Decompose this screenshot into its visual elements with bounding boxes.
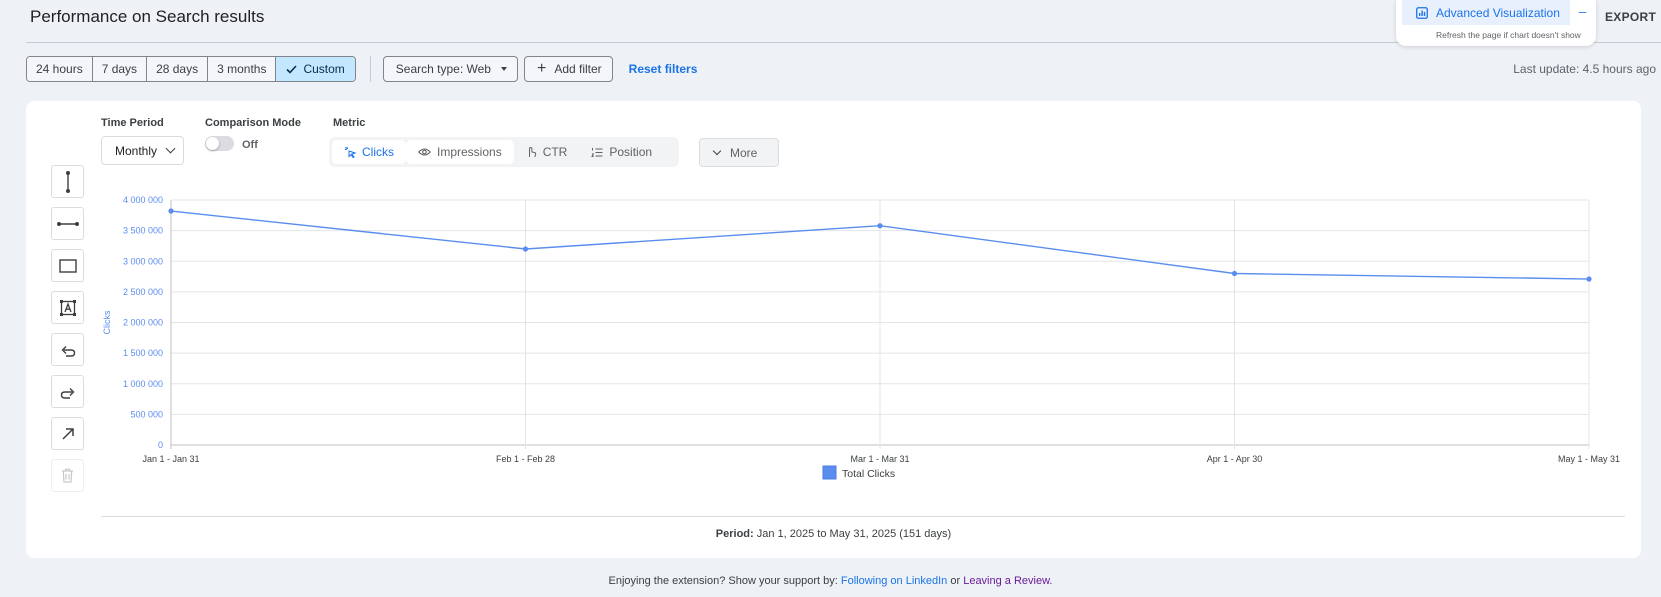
minimize-button[interactable]: – bbox=[1579, 4, 1587, 19]
range-custom[interactable]: Custom bbox=[276, 57, 355, 81]
plus-icon: + bbox=[536, 60, 547, 77]
metric-clicks[interactable]: Clicks bbox=[332, 140, 406, 164]
metric-position[interactable]: Position bbox=[579, 140, 664, 164]
legend-label: Total Clicks bbox=[842, 468, 895, 480]
y-tick-label: 1 000 000 bbox=[123, 379, 163, 389]
x-tick-label: May 1 - May 31 bbox=[1558, 454, 1620, 464]
filter-separator bbox=[369, 56, 371, 82]
horizontal-line-tool[interactable] bbox=[51, 207, 84, 240]
more-button[interactable]: More bbox=[699, 138, 779, 167]
y-tick-label: 2 500 000 bbox=[123, 287, 163, 297]
x-tick-label: Mar 1 - Mar 31 bbox=[850, 454, 909, 464]
refresh-note: Refresh the page if chart doesn't show bbox=[1436, 30, 1581, 40]
click-icon bbox=[344, 146, 356, 158]
footer-or: or bbox=[950, 575, 961, 587]
chart-icon bbox=[1416, 6, 1428, 19]
period-label: Period: bbox=[715, 528, 754, 540]
add-filter-label: Add filter bbox=[554, 62, 602, 76]
comparison-mode-label: Comparison Mode bbox=[205, 117, 301, 129]
linkedin-link[interactable]: Following on LinkedIn bbox=[840, 575, 948, 587]
advanced-visualization-button[interactable]: Advanced Visualization bbox=[1402, 0, 1570, 25]
range-3-months[interactable]: 3 months bbox=[208, 57, 277, 81]
horizontal-line-icon bbox=[56, 221, 79, 226]
footer-text: Enjoying the extension? Show your suppor… bbox=[608, 575, 838, 587]
data-point bbox=[1231, 270, 1238, 277]
last-update-text: Last update: 4.5 hours ago bbox=[1513, 62, 1656, 76]
footer-support: Enjoying the extension? Show your suppor… bbox=[0, 575, 1661, 587]
card-divider bbox=[101, 516, 1625, 517]
data-point bbox=[168, 208, 174, 214]
advanced-visualization-label: Advanced Visualization bbox=[1436, 5, 1560, 20]
undo-icon bbox=[61, 345, 75, 357]
data-point bbox=[1586, 276, 1592, 282]
pointer-icon bbox=[528, 146, 536, 158]
metric-ctr[interactable]: CTR bbox=[514, 140, 580, 164]
metric-label: Metric bbox=[333, 117, 366, 129]
metric-impressions-label: Impressions bbox=[437, 145, 502, 159]
export-button[interactable]: EXPORT bbox=[1605, 10, 1657, 24]
trash-icon bbox=[62, 468, 73, 483]
caret-down-icon bbox=[500, 67, 507, 71]
search-type-dropdown[interactable]: Search type: Web bbox=[382, 56, 518, 82]
undo-tool[interactable] bbox=[51, 333, 84, 366]
comparison-toggle[interactable] bbox=[205, 136, 234, 151]
check-icon bbox=[286, 64, 298, 74]
vertical-line-icon bbox=[65, 170, 70, 193]
period-summary: Period: Jan 1, 2025 to May 31, 2025 (151… bbox=[26, 528, 1641, 540]
eye-icon bbox=[418, 148, 431, 156]
period-value: Jan 1, 2025 to May 31, 2025 (151 days) bbox=[756, 528, 952, 540]
y-tick-label: 3 500 000 bbox=[123, 226, 163, 236]
metric-position-label: Position bbox=[609, 145, 653, 159]
range-24-hours[interactable]: 24 hours bbox=[27, 57, 93, 81]
clicks-line-chart: 0 500 000 1 000 000 1 500 000 2 000 000 2 500… bbox=[102, 195, 1620, 480]
filter-bar: 24 hours 7 days 28 days 3 months Custom … bbox=[26, 56, 697, 82]
y-tick-label: 2 000 000 bbox=[123, 318, 163, 328]
list-icon bbox=[591, 147, 603, 157]
redo-tool[interactable] bbox=[51, 375, 84, 408]
y-tick-label: 4 000 000 bbox=[123, 195, 163, 205]
review-link[interactable]: Leaving a Review. bbox=[963, 575, 1053, 587]
delete-tool[interactable] bbox=[51, 459, 84, 492]
redo-icon bbox=[60, 387, 74, 399]
y-tick-label: 3 000 000 bbox=[123, 256, 163, 266]
date-range-group: 24 hours 7 days 28 days 3 months Custom bbox=[26, 56, 356, 82]
x-tick-label: Jan 1 - Jan 31 bbox=[142, 454, 199, 464]
toggle-knob bbox=[206, 137, 219, 150]
arrow-icon bbox=[61, 427, 74, 440]
rectangle-tool[interactable] bbox=[51, 249, 84, 282]
y-axis-label: Clicks bbox=[102, 310, 112, 334]
text-box-tool[interactable] bbox=[51, 291, 84, 324]
metric-impressions[interactable]: Impressions bbox=[406, 140, 514, 164]
arrow-tool[interactable] bbox=[51, 417, 84, 450]
legend-swatch bbox=[822, 465, 837, 480]
add-filter-button[interactable]: + Add filter bbox=[523, 56, 613, 82]
vertical-line-tool[interactable] bbox=[51, 165, 84, 198]
data-point bbox=[877, 223, 883, 229]
chart-card: Time Period Monthly Comparison Mode Off … bbox=[26, 101, 1641, 558]
metric-ctr-label: CTR bbox=[542, 145, 568, 159]
reset-filters-link[interactable]: Reset filters bbox=[628, 62, 698, 76]
rectangle-icon bbox=[58, 258, 77, 273]
title-divider bbox=[26, 42, 1661, 43]
data-point bbox=[522, 246, 529, 252]
more-label: More bbox=[730, 145, 758, 160]
y-tick-label: 1 500 000 bbox=[123, 348, 163, 358]
metric-clicks-label: Clicks bbox=[362, 145, 394, 159]
range-28-days[interactable]: 28 days bbox=[147, 57, 209, 81]
page-title: Performance on Search results bbox=[30, 7, 265, 26]
range-custom-label: Custom bbox=[303, 62, 345, 76]
time-period-label: Time Period bbox=[101, 117, 164, 129]
advanced-visualization-panel: Advanced Visualization – Refresh the pag… bbox=[1396, 0, 1596, 46]
y-tick-label: 0 bbox=[158, 440, 163, 450]
y-tick-label: 500 000 bbox=[130, 409, 163, 419]
search-type-label: Search type: Web bbox=[395, 62, 491, 76]
text-box-icon bbox=[59, 299, 76, 316]
time-period-value: Monthly bbox=[115, 143, 158, 158]
x-tick-label: Feb 1 - Feb 28 bbox=[496, 454, 555, 464]
x-tick-label: Apr 1 - Apr 30 bbox=[1207, 454, 1263, 464]
metric-selector: Clicks Impressions CTR Position bbox=[329, 137, 679, 167]
range-7-days[interactable]: 7 days bbox=[92, 57, 148, 81]
comparison-state: Off bbox=[242, 139, 258, 151]
time-period-select[interactable]: Monthly bbox=[101, 136, 184, 165]
